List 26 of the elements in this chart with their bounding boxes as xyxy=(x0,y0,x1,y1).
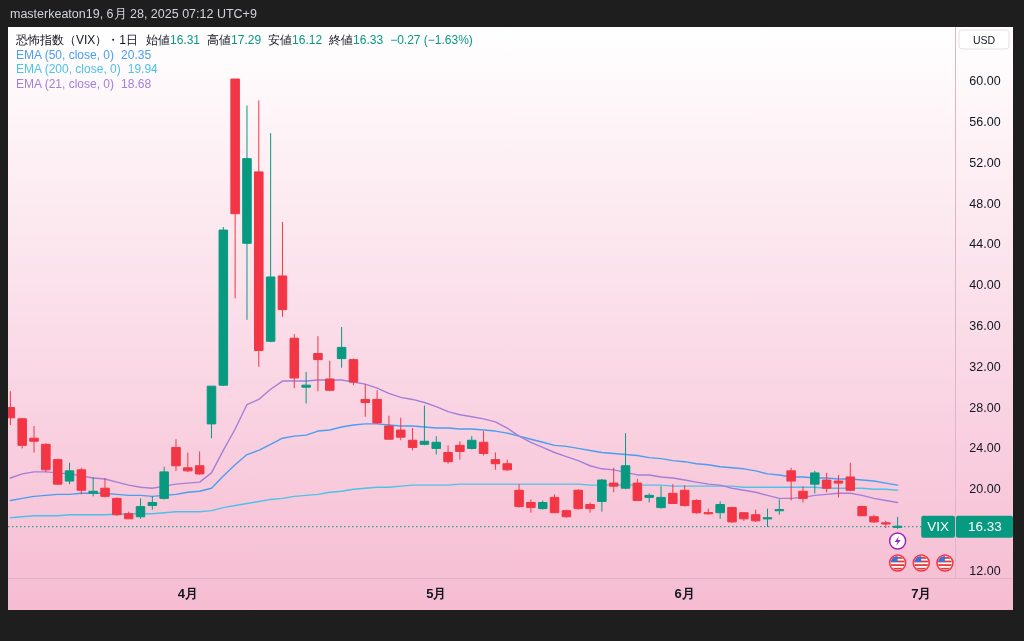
ref-label-value: 16.33 xyxy=(968,519,1002,535)
xtick: 5月 xyxy=(426,585,447,601)
ytick: 28.00 xyxy=(969,400,1001,415)
ytick: 60.00 xyxy=(969,74,1001,89)
ytick: 48.00 xyxy=(969,196,1001,211)
annotation: 高値17.29 xyxy=(207,33,262,47)
ytick: 20.00 xyxy=(969,482,1001,497)
annotation: 始値16.31 xyxy=(146,33,201,47)
annotation: 終値16.33 xyxy=(329,33,384,47)
ytick: 52.00 xyxy=(969,155,1001,170)
ytick: 32.00 xyxy=(969,359,1001,374)
xtick: 6月 xyxy=(674,585,695,601)
ytick: 44.00 xyxy=(969,237,1001,252)
subtitle: masterkeaton19, 6月 28, 2025 07:12 UTC+9 xyxy=(10,7,257,21)
ytick: 24.00 xyxy=(969,441,1001,456)
title: 恐怖指数（VIX）・1日 xyxy=(16,33,138,47)
ref-label-name: VIX xyxy=(927,519,949,535)
ytick: 36.00 xyxy=(969,318,1001,333)
xtick: 7月 xyxy=(911,585,932,601)
annotation: −0.27 (−1.63%) xyxy=(390,33,473,47)
annotation: 安値16.12 xyxy=(268,33,323,47)
ytick: 56.00 xyxy=(969,114,1001,129)
ylabel: USD xyxy=(972,33,996,46)
ytick: 12.00 xyxy=(969,563,1001,578)
xtick: 4月 xyxy=(177,585,198,601)
ytick: 40.00 xyxy=(969,278,1001,293)
